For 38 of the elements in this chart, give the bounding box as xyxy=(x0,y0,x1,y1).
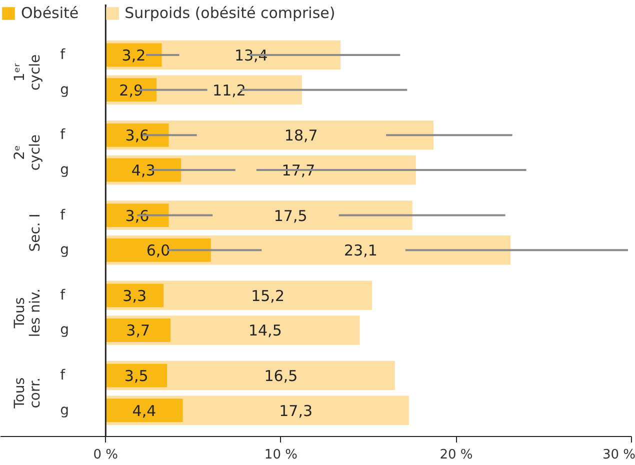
data-label: 14,5 xyxy=(248,322,282,340)
data-label: 3,7 xyxy=(126,322,150,340)
data-label: 17,3 xyxy=(279,402,313,420)
y-tick-label: f xyxy=(60,127,66,144)
data-label: 3,6 xyxy=(125,126,150,145)
annotation: 1ᵉʳ cycle xyxy=(12,54,44,91)
legend-label: Obésité xyxy=(21,4,79,22)
y-tick-label: g xyxy=(60,82,69,98)
y-tick-label: g xyxy=(60,242,69,258)
x-tick-label: 30 % xyxy=(602,448,635,462)
data-label: 15,2 xyxy=(251,286,285,305)
data-label: 4,4 xyxy=(132,402,156,420)
y-tick-label: f xyxy=(60,368,66,384)
x-tick-label: 10 % xyxy=(264,448,298,462)
y-tick-label: f xyxy=(60,47,66,64)
data-label: 18,7 xyxy=(284,126,318,145)
legend-label: Surpoids (obésité comprise) xyxy=(124,4,336,22)
annotation: 2ᵉ cycle xyxy=(12,134,44,171)
x-tick-label: 0 % xyxy=(93,448,118,462)
annotation: Tous les niv. xyxy=(12,288,44,338)
data-label: 3,5 xyxy=(124,367,148,386)
y-tick-label: f xyxy=(60,287,66,304)
y-tick-label: g xyxy=(60,402,69,418)
data-label: 11,2 xyxy=(212,81,246,100)
data-label: 23,1 xyxy=(344,242,378,260)
data-label: 3,2 xyxy=(122,46,146,65)
annotation: Sec. I xyxy=(28,214,44,252)
data-label: 3,3 xyxy=(122,286,147,305)
data-label: 4,3 xyxy=(131,161,156,180)
annotation: Tous corr. xyxy=(12,378,44,410)
data-label: 2,9 xyxy=(119,81,144,100)
y-tick-label: f xyxy=(60,207,66,224)
x-tick-label: 20 % xyxy=(440,448,473,462)
data-label: 16,5 xyxy=(264,367,298,386)
y-tick-label: g xyxy=(60,162,69,178)
data-label: 6,0 xyxy=(146,242,170,260)
data-label: 17,5 xyxy=(274,206,308,225)
y-tick-label: g xyxy=(60,322,69,338)
